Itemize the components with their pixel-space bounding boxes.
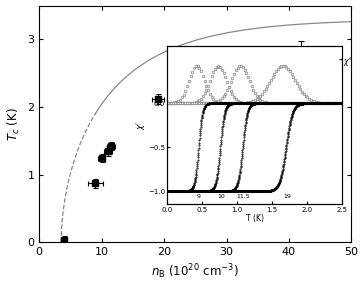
- X-axis label: $n_{\rm B}\ (10^{20}\ {\rm cm}^{-3})$: $n_{\rm B}\ (10^{20}\ {\rm cm}^{-3})$: [151, 263, 239, 282]
- Y-axis label: $T_c\ {\rm (K)}$: $T_c\ {\rm (K)}$: [5, 107, 21, 141]
